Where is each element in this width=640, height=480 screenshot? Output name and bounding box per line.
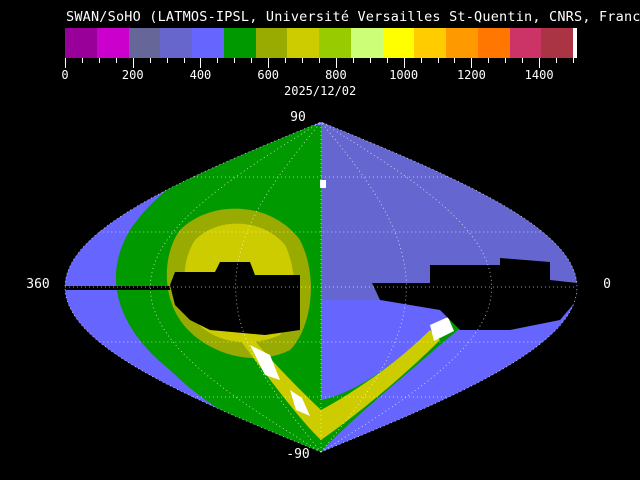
colorbar-tick — [81, 58, 83, 63]
colorbar-tick — [200, 58, 202, 68]
map-grid — [64, 121, 578, 453]
colorbar-segment — [65, 28, 97, 58]
colorbar-tick — [183, 58, 185, 63]
colorbar-tick — [98, 58, 100, 63]
intensity-patches — [65, 122, 577, 452]
colorbar-segment — [287, 28, 319, 58]
colorbar-tick — [386, 58, 388, 63]
colorbar-tick — [335, 58, 337, 68]
darker-region — [321, 122, 577, 300]
colorbar-tick — [488, 58, 490, 63]
colorbar-tick — [403, 58, 405, 68]
colorbar-tick — [115, 58, 117, 63]
colorbar-tick — [268, 58, 270, 68]
colorbar-segment — [509, 28, 542, 58]
no-data-right — [372, 258, 577, 330]
colorbar-tick — [522, 58, 524, 63]
colorbar-segment — [223, 28, 256, 58]
colorbar-tick — [217, 58, 219, 63]
colorbar-tick — [251, 58, 253, 63]
colorbar-segment — [382, 28, 415, 58]
colorbar-segment — [477, 28, 510, 58]
colorbar-tick-label: 0 — [61, 68, 69, 82]
colorbar-tick-label: 200 — [121, 68, 144, 82]
colorbar-tick — [352, 58, 354, 63]
colorbar-tick — [437, 58, 439, 63]
label-right: 0 — [603, 277, 611, 292]
colorbar-tick — [505, 58, 507, 63]
colorbar-tick-label: 600 — [257, 68, 280, 82]
map-title: SWAN/SoHO (LATMOS-IPSL, Université Versa… — [66, 9, 640, 25]
colorbar-segment — [160, 28, 192, 58]
colorbar-tick — [149, 58, 151, 63]
colorbar-tick — [556, 58, 558, 63]
colorbar-tick — [132, 58, 134, 68]
colorbar-tick-label: 1200 — [456, 68, 486, 82]
colorbar-tick — [573, 58, 574, 63]
colorbar-segment — [446, 28, 478, 58]
colorbar-segment — [541, 28, 573, 58]
colorbar-segment — [350, 28, 383, 58]
colorbar-tick — [166, 58, 168, 63]
colorbar-tick — [454, 58, 456, 63]
colorbar-segment — [414, 28, 446, 58]
colorbar-segment — [255, 28, 288, 58]
colorbar-tick-label: 1000 — [389, 68, 419, 82]
colorbar-tick — [319, 58, 320, 63]
colorbar-tick — [369, 58, 371, 63]
colorbar-tick — [471, 58, 473, 68]
colorbar-segment — [128, 28, 161, 58]
colorbar-tick — [302, 58, 304, 63]
colorbar-tick-label: 400 — [189, 68, 212, 82]
colorbar-segment — [573, 28, 577, 58]
no-data-equator-strip — [65, 286, 170, 290]
colorbar — [65, 28, 577, 58]
colorbar-tick — [234, 58, 236, 63]
no-data-left — [170, 262, 300, 335]
label-top: 90 — [290, 110, 306, 125]
date-label: 2025/12/02 — [284, 84, 357, 98]
colorbar-segment — [319, 28, 351, 58]
colorbar-tick — [539, 58, 541, 68]
label-bottom: -90 — [286, 447, 309, 462]
colorbar-tick — [65, 58, 66, 68]
colorbar-segment — [192, 28, 224, 58]
colorbar-tick-label: 800 — [325, 68, 347, 82]
yellow-lower — [240, 330, 440, 440]
colorbar-tick — [285, 58, 287, 63]
colorbar-tick-label: 1400 — [524, 68, 554, 82]
colorbar-tick — [420, 58, 422, 63]
colorbar-segment — [96, 28, 129, 58]
colorbar-ticks — [0, 58, 640, 70]
label-left: 360 — [26, 277, 49, 292]
